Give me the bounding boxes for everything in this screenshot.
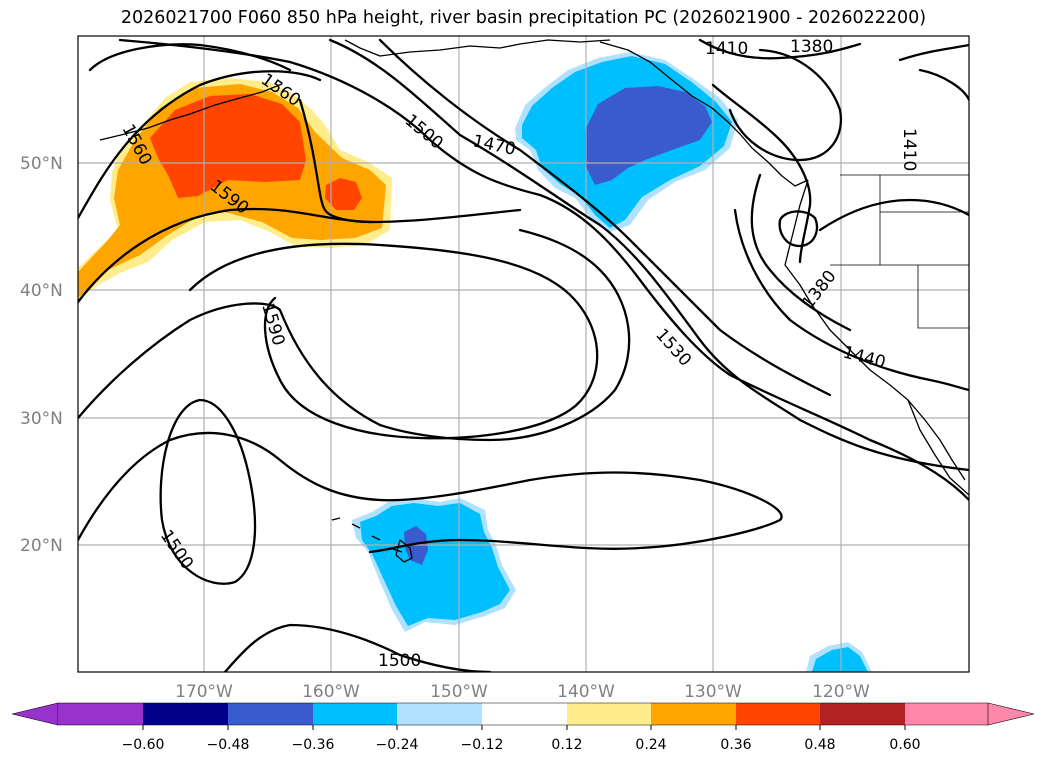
positive-anomaly-red bbox=[150, 94, 306, 198]
height-contours bbox=[78, 38, 969, 672]
baja-coast bbox=[907, 399, 969, 496]
contour-1500-south bbox=[78, 431, 783, 554]
colorbar-tick-label: 0.60 bbox=[889, 737, 920, 753]
chart-title: 2026021700 F060 850 hPa height, river ba… bbox=[120, 8, 927, 28]
lat-label-50n: 50°N bbox=[20, 154, 63, 174]
colorbar-segment bbox=[905, 703, 988, 725]
graticule bbox=[78, 36, 969, 672]
colorbar-segment bbox=[143, 703, 228, 725]
coastlines bbox=[99, 39, 969, 563]
contour-1410-mid bbox=[818, 198, 969, 232]
contour-label: 1410 bbox=[899, 128, 919, 171]
contour-label: 1410 bbox=[705, 39, 748, 59]
contour-1410-east bbox=[918, 68, 969, 102]
contour-1380-loop bbox=[728, 48, 843, 162]
political-borders bbox=[830, 174, 969, 329]
colorbar-ticks bbox=[142, 725, 906, 730]
contour-label: 1440 bbox=[841, 343, 888, 374]
lat-label-20n: 20°N bbox=[20, 536, 63, 556]
lon-label-120w: 120°W bbox=[812, 682, 870, 702]
longitude-labels: 170°W 160°W 150°W 140°W 130°W 120°W bbox=[175, 682, 870, 702]
colorbar-segment bbox=[820, 703, 905, 725]
contour-label: 1590 bbox=[257, 301, 288, 348]
negative-anomaly-blue bbox=[585, 86, 712, 185]
contour-1500-bottom bbox=[223, 623, 492, 672]
colorbar-tick-label: −0.36 bbox=[292, 737, 335, 753]
colorbar-segment bbox=[228, 703, 313, 725]
lon-label-150w: 150°W bbox=[430, 682, 488, 702]
colorbar-under-arrow bbox=[11, 702, 59, 726]
contour-1410-right bbox=[898, 43, 969, 62]
hawaii-big-island bbox=[395, 539, 413, 563]
west-coast-us bbox=[784, 179, 966, 481]
colorbar-tick-label: −0.48 bbox=[207, 737, 250, 753]
alaska-coast bbox=[344, 39, 611, 57]
colorbar-tick-label: 0.12 bbox=[551, 737, 582, 753]
contour-label: 1470 bbox=[471, 131, 517, 160]
colorbar-segment bbox=[313, 703, 397, 725]
colorbar-segment bbox=[651, 703, 736, 725]
map-area: 1410 1380 1560 1500 1470 1410 1560 1590 … bbox=[78, 36, 969, 672]
contour-1530-right bbox=[711, 83, 812, 264]
contour-1560-west bbox=[78, 70, 322, 220]
colorbar-segment bbox=[567, 703, 651, 725]
colorbar-tick-labels: −0.60 −0.48 −0.36 −0.24 −0.12 0.12 0.24 … bbox=[122, 737, 921, 753]
negative-anomaly-south-cyan bbox=[812, 647, 868, 672]
contour-1410-top bbox=[698, 38, 862, 60]
colorbar-outline bbox=[58, 702, 988, 726]
contour-label: 1500 bbox=[156, 526, 197, 573]
colorbar-tick-label: −0.12 bbox=[461, 737, 504, 753]
contour-1500-loop-left bbox=[159, 398, 257, 585]
latitude-labels: 50°N 40°N 30°N 20°N bbox=[20, 154, 63, 556]
contour-1560-south bbox=[78, 228, 631, 442]
hawaii-islands bbox=[331, 517, 403, 553]
contour-1380-small bbox=[778, 210, 819, 248]
colorbar-segment bbox=[397, 703, 482, 725]
contour-label: 1380 bbox=[790, 37, 833, 57]
contour-1500-mid bbox=[328, 38, 969, 472]
contour-1380-east bbox=[750, 173, 852, 332]
colorbar-segment bbox=[482, 703, 567, 725]
colorbar-segment bbox=[58, 703, 143, 725]
colorbar-tick-label: −0.24 bbox=[376, 737, 419, 753]
colorbar-over-arrow bbox=[987, 702, 1035, 726]
contour-1590-west bbox=[78, 207, 522, 304]
colorbar-tick-label: 0.36 bbox=[720, 737, 751, 753]
lon-label-160w: 160°W bbox=[302, 682, 360, 702]
lon-label-130w: 130°W bbox=[684, 682, 742, 702]
contour-1530 bbox=[118, 38, 969, 502]
contour-1470 bbox=[378, 38, 832, 397]
colorbar-tick-label: 0.24 bbox=[635, 737, 666, 753]
contour-1440 bbox=[733, 208, 969, 392]
negative-anomaly-hawaii-cyan bbox=[360, 503, 510, 626]
contour-label: 1500 bbox=[378, 651, 421, 671]
lon-label-170w: 170°W bbox=[175, 682, 233, 702]
us-state-borders bbox=[830, 175, 969, 329]
colorbar: −0.60 −0.48 −0.36 −0.24 −0.12 0.12 0.24 … bbox=[11, 702, 1035, 753]
contour-label: 1530 bbox=[651, 325, 695, 371]
colorbar-tick-label: −0.60 bbox=[122, 737, 165, 753]
map-frame bbox=[77, 35, 970, 673]
lat-label-40n: 40°N bbox=[20, 281, 63, 301]
aleutian-islands bbox=[99, 83, 283, 141]
lon-label-140w: 140°W bbox=[557, 682, 615, 702]
contour-1590-ridge bbox=[298, 98, 374, 224]
panhandle-coast bbox=[599, 41, 809, 187]
colorbar-segment bbox=[736, 703, 820, 725]
contour-1560-loop bbox=[88, 43, 292, 72]
contour-1590-south bbox=[188, 242, 599, 440]
colorbar-tick-label: 0.48 bbox=[804, 737, 835, 753]
positive-anomaly-red-small bbox=[325, 178, 362, 210]
lat-label-30n: 30°N bbox=[20, 409, 63, 429]
